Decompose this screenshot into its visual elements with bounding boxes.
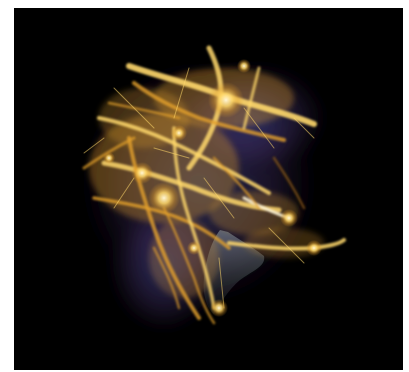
night-light-map-image — [14, 8, 403, 370]
light-trails — [82, 45, 346, 325]
fine-filaments — [83, 67, 315, 309]
light-trails-graphic — [69, 45, 346, 338]
lake-shape — [203, 230, 265, 314]
hotspots — [103, 59, 322, 317]
